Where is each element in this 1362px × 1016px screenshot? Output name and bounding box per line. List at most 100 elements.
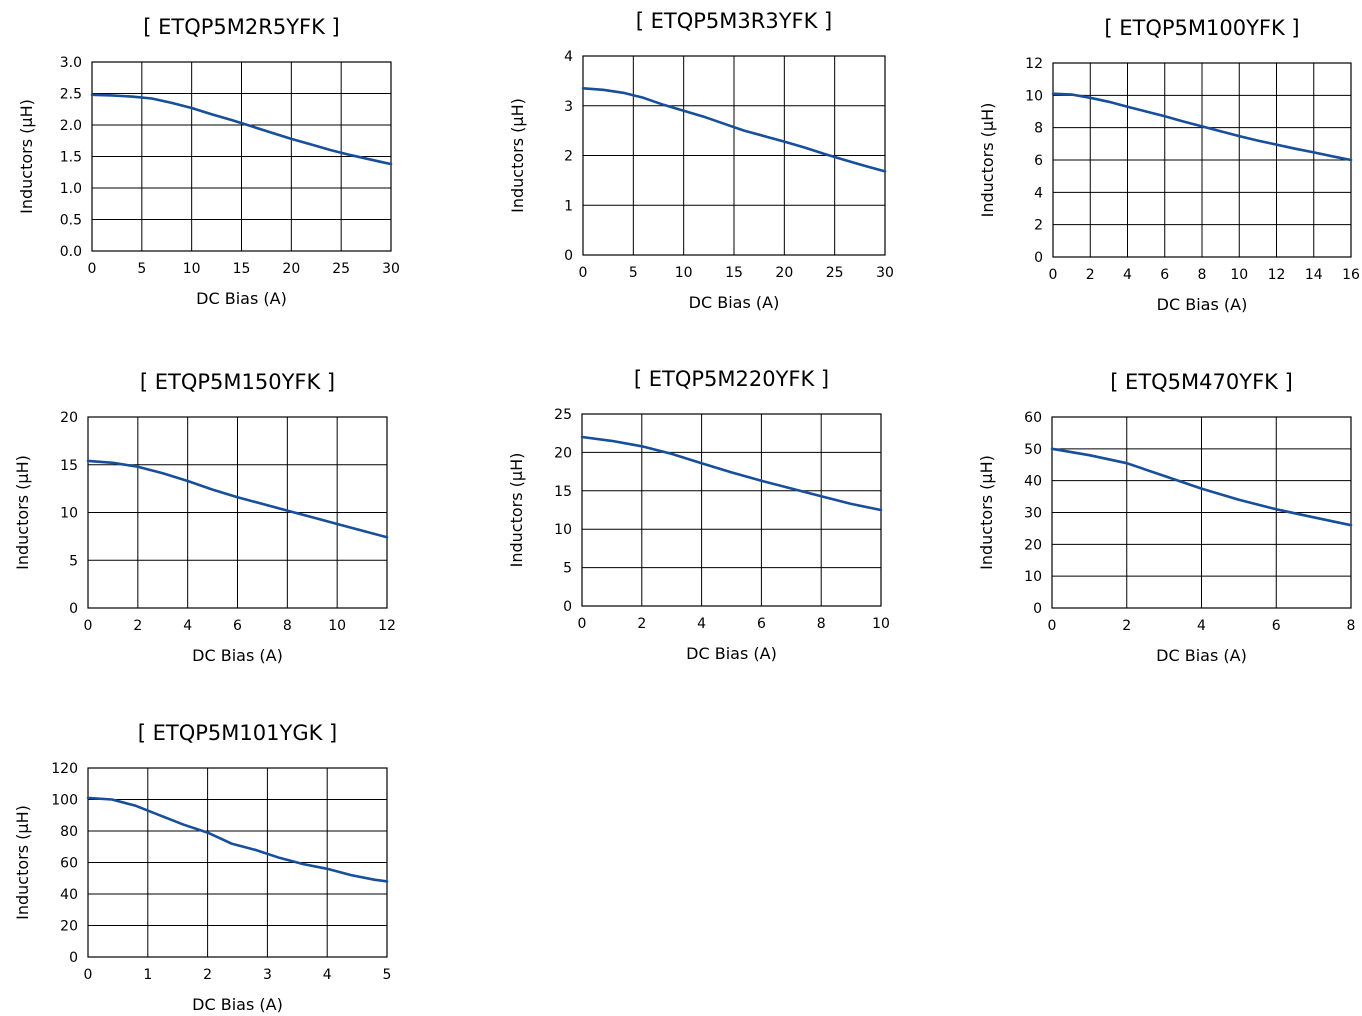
chart-title: [ ETQP5M150YFK ] bbox=[140, 370, 335, 394]
y-tick-label: 5 bbox=[69, 553, 78, 569]
x-tick-label: 2 bbox=[1122, 618, 1131, 634]
x-tick-label: 30 bbox=[382, 261, 400, 277]
x-tick-label: 12 bbox=[378, 618, 396, 634]
chart-etqp5m101ygk: 0 1 2 3 4 5 0 20 40 60 80 100 120 [ ETQP5M101YGK ] DC … bbox=[0, 710, 400, 1016]
chart-title: [ ETQP5M100YFK ] bbox=[1104, 16, 1299, 40]
y-tick-label: 60 bbox=[1024, 410, 1042, 426]
y-tick-label: 2.5 bbox=[60, 87, 82, 103]
x-tick-label: 2 bbox=[133, 618, 142, 634]
inductance-curve bbox=[581, 87, 887, 173]
x-tick-label: 0 bbox=[1049, 267, 1058, 283]
chart-title: [ ETQP5M2R5YFK ] bbox=[143, 15, 340, 39]
chart-etqp5m220yfk: 0 2 4 6 8 10 0 5 10 15 20 25 [ ETQP5M220YFK ] DC Bias… bbox=[480, 355, 900, 675]
y-axis-label: Inductors (μH) bbox=[507, 453, 526, 568]
chart-etq5m470yfk: 0 2 4 6 8 0 10 20 30 40 50 60 [ ETQ5M470YFK ] DC Bias… bbox=[975, 355, 1362, 675]
chart-title: [ ETQ5M470YFK ] bbox=[1110, 370, 1293, 394]
y-tick-label: 0.5 bbox=[60, 213, 82, 229]
x-tick-label: 4 bbox=[1197, 618, 1206, 634]
x-tick-label: 20 bbox=[775, 265, 793, 281]
y-tick-label: 15 bbox=[554, 484, 572, 500]
x-tick-label: 10 bbox=[872, 616, 890, 632]
y-axis-label: Inductors (μH) bbox=[13, 455, 32, 570]
y-tick-label: 10 bbox=[60, 506, 78, 522]
inductance-curve bbox=[86, 796, 389, 883]
y-tick-label: 80 bbox=[60, 824, 78, 840]
y-tick-label: 10 bbox=[1024, 569, 1042, 585]
y-tick-label: 60 bbox=[60, 856, 78, 872]
chart-svg: 0 1 2 3 4 5 0 20 40 60 80 100 120 [ ETQP5M101YGK ] DC … bbox=[13, 721, 392, 1014]
x-tick-label: 6 bbox=[757, 616, 766, 632]
y-tick-label: 50 bbox=[1024, 442, 1042, 458]
x-tick-label: 10 bbox=[1230, 267, 1248, 283]
y-tick-label: 120 bbox=[51, 761, 78, 777]
x-tick-label: 15 bbox=[725, 265, 743, 281]
y-tick-label: 25 bbox=[554, 407, 572, 423]
x-axis-label: DC Bias (A) bbox=[192, 646, 283, 665]
y-tick-label: 40 bbox=[1024, 474, 1042, 490]
x-axis-label: DC Bias (A) bbox=[1156, 646, 1247, 665]
plot-frame bbox=[582, 55, 886, 256]
y-tick-label: 8 bbox=[1034, 121, 1043, 137]
x-tick-label: 2 bbox=[637, 616, 646, 632]
y-tick-label: 5 bbox=[563, 561, 572, 577]
y-tick-label: 0 bbox=[564, 248, 573, 264]
chart-svg: 0 2 4 6 8 10 0 5 10 15 20 25 [ ETQP5M220YFK ] DC Bias… bbox=[507, 367, 890, 663]
x-axis-label: DC Bias (A) bbox=[689, 293, 780, 312]
x-tick-label: 0 bbox=[84, 967, 93, 983]
x-tick-label: 4 bbox=[1123, 267, 1132, 283]
x-tick-label: 4 bbox=[697, 616, 706, 632]
x-tick-label: 25 bbox=[826, 265, 844, 281]
plot-frame bbox=[87, 767, 388, 958]
y-tick-label: 2 bbox=[1034, 218, 1043, 234]
y-axis-label: Inductors (μH) bbox=[508, 98, 527, 213]
x-tick-label: 6 bbox=[1272, 618, 1281, 634]
y-tick-label: 20 bbox=[554, 445, 572, 461]
y-tick-label: 2.0 bbox=[60, 118, 82, 134]
y-tick-label: 0 bbox=[1034, 250, 1043, 266]
y-tick-label: 1 bbox=[564, 198, 573, 214]
x-tick-label: 0 bbox=[88, 261, 97, 277]
plot-frame bbox=[87, 416, 388, 609]
x-tick-label: 0 bbox=[1048, 618, 1057, 634]
x-tick-label: 8 bbox=[1198, 267, 1207, 283]
y-axis-label: Inductors (μH) bbox=[17, 99, 36, 214]
chart-title: [ ETQP5M101YGK ] bbox=[138, 721, 337, 745]
plot-frame bbox=[91, 61, 392, 252]
x-axis-label: DC Bias (A) bbox=[1157, 295, 1248, 314]
x-tick-label: 30 bbox=[876, 265, 894, 281]
x-tick-label: 2 bbox=[203, 967, 212, 983]
y-tick-label: 0 bbox=[69, 601, 78, 617]
x-tick-label: 6 bbox=[1160, 267, 1169, 283]
chart-etqp5m3r3yfk: 0 5 10 15 20 25 30 0 1 2 3 4 [ ETQP5M3R3YFK ] DC Bias… bbox=[480, 0, 900, 320]
x-tick-label: 5 bbox=[629, 265, 638, 281]
y-tick-label: 0.0 bbox=[60, 244, 82, 260]
plot-frame bbox=[1051, 416, 1352, 609]
x-tick-label: 15 bbox=[233, 261, 251, 277]
chart-etqp5m150yfk: 0 2 4 6 8 10 12 0 5 10 15 20 [ ETQP5M150YFK ] DC Bias… bbox=[0, 355, 400, 675]
x-tick-label: 3 bbox=[263, 967, 272, 983]
x-tick-label: 12 bbox=[1268, 267, 1286, 283]
inductance-curve bbox=[1050, 447, 1353, 527]
y-tick-label: 4 bbox=[564, 49, 573, 65]
chart-title: [ ETQP5M3R3YFK ] bbox=[636, 9, 833, 33]
y-tick-label: 100 bbox=[51, 793, 78, 809]
y-tick-label: 3.0 bbox=[60, 55, 82, 71]
y-tick-label: 12 bbox=[1025, 56, 1043, 72]
x-axis-label: DC Bias (A) bbox=[192, 995, 283, 1014]
x-tick-label: 4 bbox=[183, 618, 192, 634]
x-axis-label: DC Bias (A) bbox=[196, 289, 287, 308]
chart-svg: 0 2 4 6 8 10 12 0 5 10 15 20 [ ETQP5M150YFK ] DC Bias… bbox=[13, 370, 396, 665]
y-tick-label: 20 bbox=[60, 410, 78, 426]
x-tick-label: 20 bbox=[282, 261, 300, 277]
x-tick-label: 2 bbox=[1086, 267, 1095, 283]
x-tick-label: 5 bbox=[383, 967, 392, 983]
y-tick-label: 40 bbox=[60, 887, 78, 903]
y-tick-label: 2 bbox=[564, 149, 573, 165]
x-tick-label: 0 bbox=[84, 618, 93, 634]
y-tick-label: 10 bbox=[1025, 88, 1043, 104]
x-tick-label: 5 bbox=[137, 261, 146, 277]
y-tick-label: 4 bbox=[1034, 185, 1043, 201]
y-tick-label: 0 bbox=[563, 599, 572, 615]
y-tick-label: 1.5 bbox=[60, 150, 82, 166]
y-axis-label: Inductors (μH) bbox=[977, 455, 996, 570]
